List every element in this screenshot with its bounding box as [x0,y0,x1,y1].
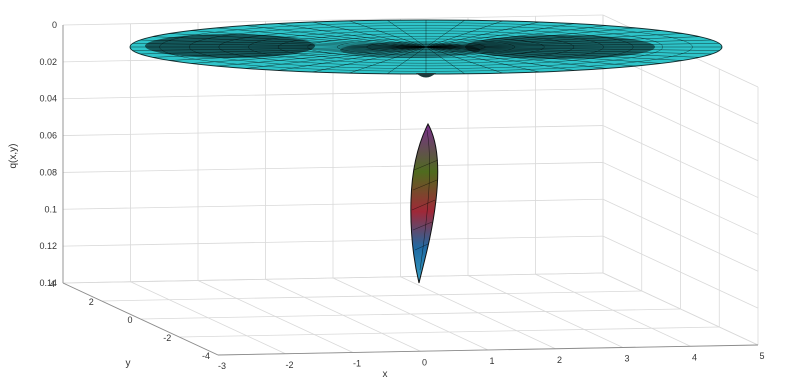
side-wall-grid-z [602,198,759,272]
x-tick-label: 0 [422,357,427,367]
z-tick-label: 0.12 [39,241,57,251]
spike-body [410,122,439,284]
z-tick-label: 0.1 [44,204,57,214]
y-axis-line [62,282,219,356]
y-axis-label: y [126,358,131,369]
x-tick-label: -2 [285,360,293,370]
tick-labels: -3 -2 -1 0 1 2 3 4 5 4 2 0 -2 -4 0 0.02 0.04 0.06 0.08 0.1 0… [39,20,764,371]
disc-dark-center [340,42,480,58]
x-tick-label: 4 [692,352,697,362]
back-wall-grid-z [62,88,604,100]
z-axis-label: q(x,y) [8,144,19,169]
x-tick-label: 2 [557,355,562,365]
spike-mesh-1 [419,129,430,271]
floor-grid-y [101,290,642,302]
side-wall-grid-z [602,162,759,235]
x-tick-label: 5 [759,351,764,361]
axes-frame [62,25,759,356]
side-wall-grid-z [602,235,759,309]
disc-surface [129,19,723,78]
spike-mesh-2 [411,159,439,251]
x-tick-label: 1 [489,356,494,366]
z-tick-label: 0.06 [39,131,57,141]
x-axis-line [217,344,759,356]
y-tick-label: -2 [163,333,171,343]
z-tick-label: 0 [52,20,57,30]
back-wall-grid-z [62,272,604,284]
z-tick-label: 0.02 [39,57,57,67]
spike-surface [410,122,439,284]
back-wall-grid-z [62,125,604,136]
z-tick-label: 0.14 [39,278,57,288]
axis-labels: q(x,y) y x [8,144,388,381]
disc-dark-left [145,34,315,58]
back-wall-grid-z [62,14,604,26]
floor-grid-y [140,308,681,320]
x-tick-label: -3 [218,361,226,371]
side-wall-grid-z [602,125,759,198]
z-tick-label: 0.04 [39,94,57,104]
x-tick-label: 3 [624,354,629,364]
y-tick-label: -4 [202,351,210,361]
side-wall-grid-z [602,272,759,346]
y-tick-label: 4 [50,279,55,289]
side-wall-grid-z [602,88,759,162]
x-axis-label: x [383,369,388,380]
back-wall-grid-z [62,235,604,247]
y-tick-label: 2 [89,297,94,307]
back-wall-grid-z [62,162,604,173]
y-tick-label: 0 [127,315,132,325]
disc-mesh-ring [396,44,456,50]
x-tick-label: -1 [353,359,361,369]
floor-grid-y [179,326,720,338]
disc-dark-right [465,35,655,59]
disc-center-dip [416,73,436,78]
back-wall-grid-z [62,198,604,210]
z-tick-label: 0.08 [39,167,57,177]
